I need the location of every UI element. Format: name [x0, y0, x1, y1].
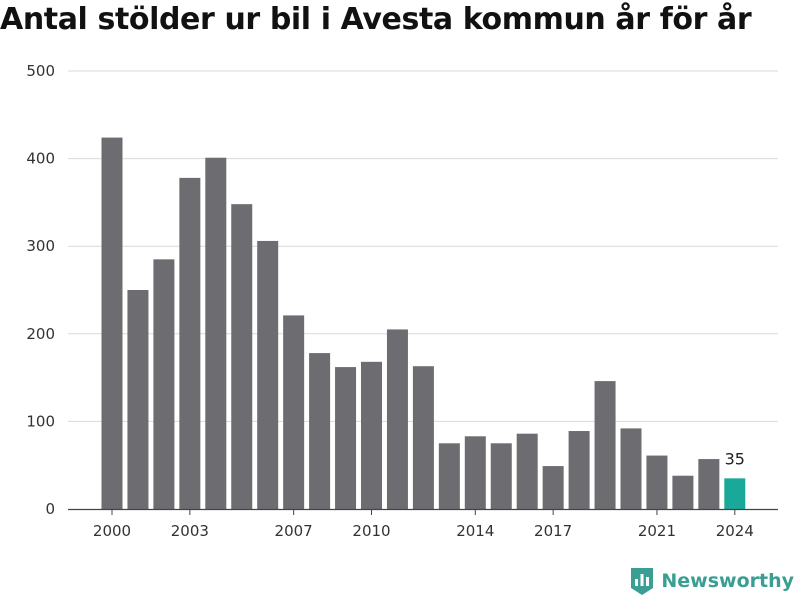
- bar-2023: [698, 459, 720, 509]
- bar-2016: [516, 433, 538, 509]
- bar-2012: [412, 366, 434, 509]
- brand-name: Newsworthy: [661, 570, 794, 592]
- bar-2015: [490, 443, 512, 509]
- chart-title: Antal stölder ur bil i Avesta kommun år …: [0, 2, 752, 37]
- bar-2001: [127, 290, 149, 509]
- y-tick-label: 400: [26, 150, 55, 168]
- data-label-2024: 35: [725, 449, 745, 468]
- bar-2019: [594, 381, 616, 509]
- y-tick-label: 100: [26, 412, 55, 430]
- x-tick-label: 2021: [638, 522, 676, 540]
- x-tick-label: 2024: [716, 522, 754, 540]
- value-labels: 35: [725, 449, 745, 468]
- bar-2024: [724, 478, 746, 509]
- bar-2005: [231, 204, 253, 510]
- brand-logo: Newsworthy: [629, 566, 794, 596]
- y-tick-label: 200: [26, 325, 55, 343]
- bar-2011: [386, 329, 408, 509]
- y-axis-ticks: 0 100 200 300 400 500: [26, 62, 55, 518]
- bar-2000: [101, 137, 123, 510]
- bars: [101, 137, 746, 510]
- bar-2003: [179, 177, 201, 509]
- x-axis-ticks: 2000 2003 2007 2010 2014 2017 2021 2024: [93, 509, 754, 540]
- bar-2013: [438, 443, 460, 509]
- x-tick-label: 2003: [171, 522, 209, 540]
- x-tick-label: 2014: [456, 522, 494, 540]
- bar-2010: [361, 361, 382, 509]
- bar-chart-shield-icon: [631, 568, 654, 595]
- bar-2014: [464, 436, 486, 509]
- bar-2002: [153, 259, 175, 509]
- bar-2017: [542, 466, 564, 509]
- bar-2009: [335, 367, 357, 509]
- bar-2006: [257, 240, 279, 509]
- bar-2020: [620, 428, 642, 509]
- bar-2022: [672, 475, 694, 509]
- bar-2004: [205, 157, 227, 509]
- x-tick-label: 2010: [352, 522, 390, 540]
- bar-2008: [309, 353, 331, 509]
- bar-2007: [283, 315, 305, 509]
- bar-2018: [568, 431, 590, 509]
- y-tick-label: 300: [26, 237, 55, 255]
- x-tick-label: 2007: [275, 522, 313, 540]
- y-tick-label: 500: [26, 62, 55, 80]
- x-tick-label: 2000: [93, 522, 131, 540]
- bar-2021: [646, 455, 668, 509]
- y-tick-label: 0: [45, 500, 55, 518]
- x-tick-label: 2017: [534, 522, 572, 540]
